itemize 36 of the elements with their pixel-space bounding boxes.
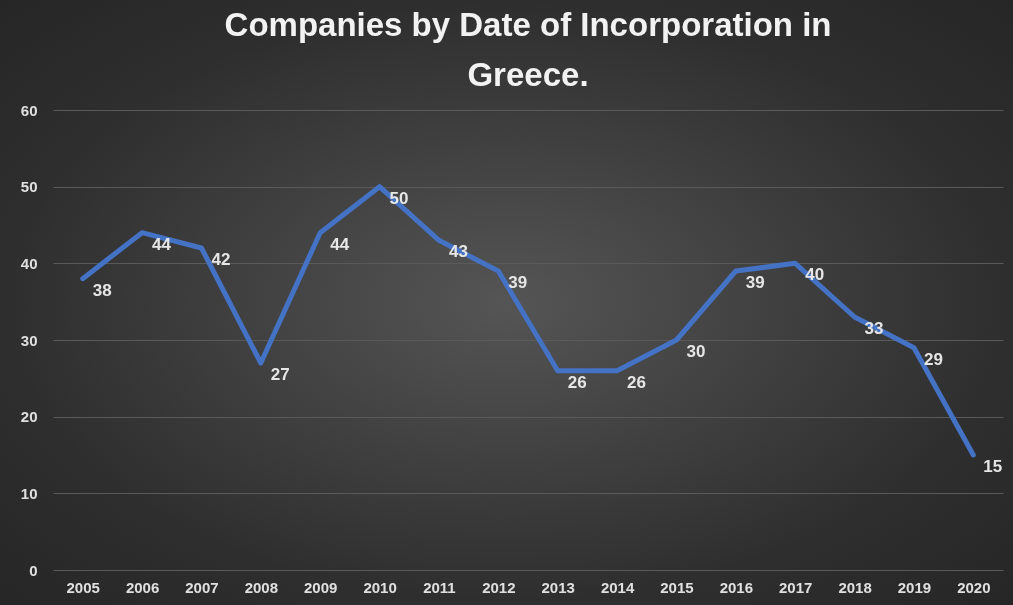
x-tick-label: 2009 [304, 578, 338, 596]
y-tick-label: 60 [20, 101, 38, 119]
y-tick-label: 20 [20, 408, 38, 426]
x-tick-label: 2016 [719, 578, 753, 596]
x-tick-label: 2011 [423, 578, 456, 596]
x-tick-label: 2012 [482, 578, 516, 596]
data-label: 42 [211, 250, 231, 269]
x-tick-label: 2019 [897, 578, 932, 596]
data-label: 38 [92, 280, 112, 300]
data-label: 29 [923, 349, 943, 369]
x-tick-label: 2006 [125, 578, 160, 596]
x-tick-label: 2010 [363, 578, 397, 596]
x-tick-label: 2008 [244, 578, 278, 596]
data-label: 39 [745, 273, 765, 292]
y-tick-label: 50 [20, 178, 38, 196]
x-tick-label: 2020 [957, 578, 991, 596]
x-tick-label: 2015 [660, 578, 694, 596]
data-label: 15 [983, 457, 1003, 476]
x-tick-label: 2013 [541, 578, 575, 596]
data-label: 26 [567, 372, 587, 392]
x-tick-label: 2018 [838, 578, 872, 596]
y-tick-label: 10 [20, 484, 38, 502]
data-label: 26 [627, 372, 646, 392]
chart-title: Companies by Date of Incorporation in Greece. [224, 6, 832, 93]
data-label: 30 [686, 342, 706, 361]
y-tick-label: 40 [20, 254, 38, 272]
data-label: 39 [508, 273, 528, 292]
data-label: 44 [330, 234, 350, 254]
x-tick-label: 2005 [66, 578, 100, 596]
y-tick-label: 0 [29, 561, 38, 579]
x-tick-label: 2007 [185, 578, 219, 596]
x-tick-label: 2014 [600, 578, 635, 596]
x-tick-label: 2017 [779, 578, 813, 596]
data-label: 27 [270, 365, 290, 384]
y-tick-label: 30 [20, 331, 38, 349]
data-label: 44 [152, 234, 172, 254]
